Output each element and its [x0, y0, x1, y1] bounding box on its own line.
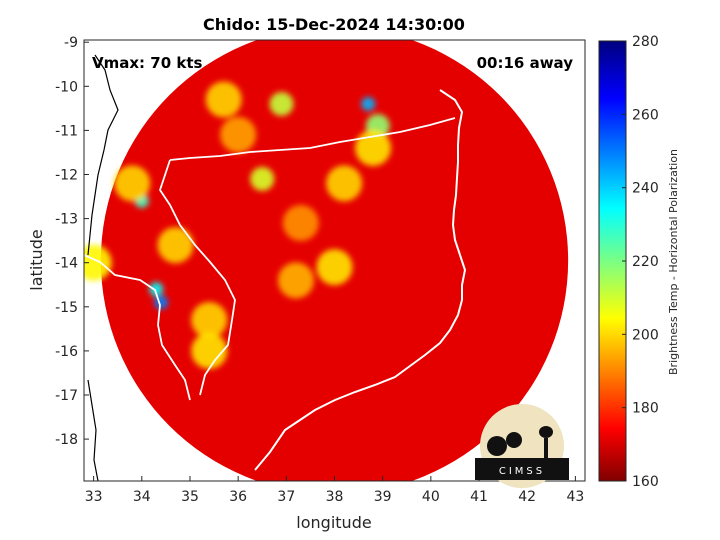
feature-11 — [191, 302, 228, 339]
feature-2 — [361, 96, 376, 111]
feature-15 — [355, 130, 392, 167]
vmax-annotation: Vmax: 70 kts — [92, 54, 202, 72]
convection-features — [84, 81, 392, 369]
x-tick-label: 39 — [374, 489, 392, 505]
feature-8 — [157, 227, 194, 264]
colorbar-tick-label: 160 — [632, 474, 659, 490]
feature-1 — [277, 262, 314, 299]
x-axis-ticks: 33 34 35 36 37 38 39 40 41 42 43 — [85, 476, 584, 505]
feature-14 — [326, 165, 363, 202]
y-tick-label: -9 — [64, 35, 78, 51]
border-lines — [84, 117, 456, 401]
feature-6 — [154, 295, 169, 310]
x-tick-label: 42 — [518, 489, 536, 505]
x-tick-label: 43 — [566, 489, 584, 505]
x-tick-label: 40 — [422, 489, 440, 505]
logo-text: CIMSS — [499, 466, 545, 477]
cimss-logo: CIMSS — [475, 404, 569, 488]
x-tick-label: 33 — [85, 489, 103, 505]
feature-5 — [205, 81, 242, 118]
colorbar — [598, 40, 627, 482]
x-tick-label: 38 — [326, 489, 344, 505]
feature-12 — [191, 332, 228, 369]
x-tick-label: 37 — [277, 489, 295, 505]
coastline — [254, 89, 467, 471]
x-tick-label: 35 — [181, 489, 199, 505]
y-tick-label: -14 — [55, 256, 78, 272]
feature-0 — [316, 249, 353, 286]
colorbar-label: Brightness Temp - Horizontal Polarizatio… — [667, 149, 680, 375]
y-axis-ticks: -9 -10 -11 -12 -13 -14 -15 -16 -17 -18 — [55, 35, 89, 448]
y-tick-label: -13 — [55, 212, 78, 228]
y-tick-label: -15 — [55, 300, 78, 316]
y-tick-label: -10 — [55, 79, 78, 95]
x-tick-label: 34 — [133, 489, 151, 505]
feature-17 — [84, 244, 112, 281]
colorbar-tick-label: 180 — [632, 401, 659, 417]
feature-18 — [220, 116, 257, 153]
feature-13 — [250, 166, 275, 191]
colorbar-tick-label: 280 — [632, 34, 659, 50]
y-tick-label: -17 — [55, 388, 78, 404]
x-tick-label: 41 — [470, 489, 488, 505]
feature-4 — [269, 91, 294, 116]
colorbar-tick-label: 200 — [632, 327, 659, 343]
colorbar-ticks: 160 180 200 220 240 260 280 — [622, 34, 659, 490]
x-tick-label: 36 — [229, 489, 247, 505]
y-tick-label: -18 — [55, 432, 78, 448]
chart-title: Chido: 15-Dec-2024 14:30:00 — [203, 15, 465, 34]
border-west — [87, 54, 119, 481]
x-axis-label: longitude — [296, 513, 371, 532]
feature-16 — [282, 205, 319, 242]
y-tick-label: -16 — [55, 344, 78, 360]
colorbar-tick-label: 260 — [632, 107, 659, 123]
y-tick-label: -11 — [55, 123, 78, 139]
feature-10 — [114, 165, 151, 202]
feature-7 — [149, 282, 164, 297]
colorbar-tick-label: 240 — [632, 181, 659, 197]
y-axis-label: latitude — [27, 229, 46, 290]
colorbar-tick-label: 220 — [632, 254, 659, 270]
time-away-annotation: 00:16 away — [477, 54, 574, 72]
y-tick-label: -12 — [55, 168, 78, 184]
